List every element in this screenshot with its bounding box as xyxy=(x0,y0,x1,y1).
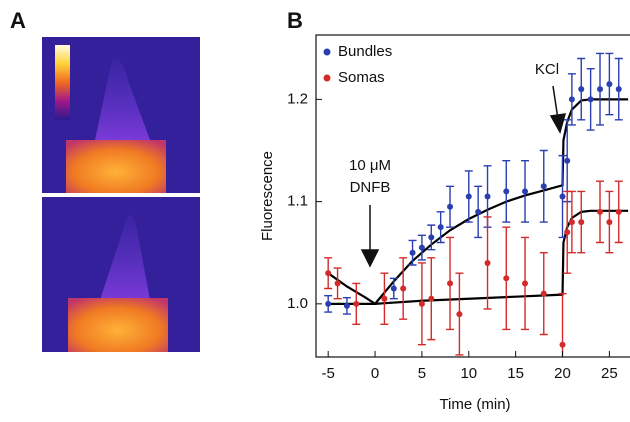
annotation: KCl xyxy=(535,61,559,78)
data-point xyxy=(484,259,491,266)
data-point xyxy=(615,86,622,93)
plot-area xyxy=(324,52,629,357)
data-point xyxy=(540,183,547,190)
legend-marker xyxy=(323,74,331,82)
data-point xyxy=(606,81,613,88)
arrow xyxy=(360,205,380,268)
data-point xyxy=(540,290,547,297)
x-tick-label: 10 xyxy=(460,365,477,382)
data-point xyxy=(615,208,622,215)
panel-label: A xyxy=(10,8,26,33)
annotation: 10 μM xyxy=(349,157,391,174)
data-point xyxy=(597,208,604,215)
data-point xyxy=(578,86,585,93)
plot-frame xyxy=(315,34,630,358)
data-point xyxy=(578,219,585,226)
data-point xyxy=(447,203,454,210)
legend-label: Somas xyxy=(338,69,385,86)
data-point xyxy=(503,275,510,282)
x-tick-label: -5 xyxy=(322,365,335,382)
data-point xyxy=(465,193,472,200)
y-tick-label: 1.1 xyxy=(287,193,308,210)
data-point xyxy=(559,341,566,348)
data-point xyxy=(606,219,613,226)
data-point xyxy=(381,295,388,302)
fit-curve xyxy=(327,209,629,305)
data-point xyxy=(390,285,397,292)
data-point xyxy=(559,193,566,200)
data-point xyxy=(564,229,571,236)
data-point xyxy=(334,280,341,287)
data-point xyxy=(522,280,529,287)
annotation: DNFB xyxy=(350,179,391,196)
data-point xyxy=(568,219,575,226)
data-point xyxy=(409,249,416,256)
data-point xyxy=(587,96,594,103)
data-point xyxy=(456,311,463,318)
data-point xyxy=(564,157,571,164)
y-tick-label: 1.0 xyxy=(287,295,308,312)
image-top xyxy=(42,37,200,193)
x-tick-label: 15 xyxy=(507,365,524,382)
image-bottom xyxy=(42,197,200,352)
data-point xyxy=(418,300,425,307)
data-point xyxy=(447,280,454,287)
x-tick-label: 20 xyxy=(554,365,571,382)
y-tick-label: 1.2 xyxy=(287,90,308,107)
x-axis-label: Time (min) xyxy=(439,396,510,413)
data-point xyxy=(522,188,529,195)
arrow xyxy=(549,85,567,134)
data-point xyxy=(428,234,435,241)
data-point xyxy=(428,295,435,302)
legend-marker xyxy=(323,48,331,56)
data-point xyxy=(400,285,407,292)
data-point xyxy=(343,302,350,309)
data-point xyxy=(475,208,482,215)
data-point xyxy=(503,188,510,195)
data-point xyxy=(353,300,360,307)
data-point xyxy=(597,86,604,93)
x-tick-label: 25 xyxy=(601,365,618,382)
data-point xyxy=(325,300,332,307)
data-point xyxy=(325,270,332,277)
legend-label: Bundles xyxy=(338,43,392,60)
x-tick-label: 0 xyxy=(371,365,379,382)
data-point xyxy=(484,193,491,200)
data-point xyxy=(437,224,444,231)
y-axis-label: Fluorescence xyxy=(259,151,276,241)
data-point xyxy=(568,96,575,103)
x-tick-label: 5 xyxy=(418,365,426,382)
panel-label: B xyxy=(287,8,303,33)
data-point xyxy=(418,244,425,251)
